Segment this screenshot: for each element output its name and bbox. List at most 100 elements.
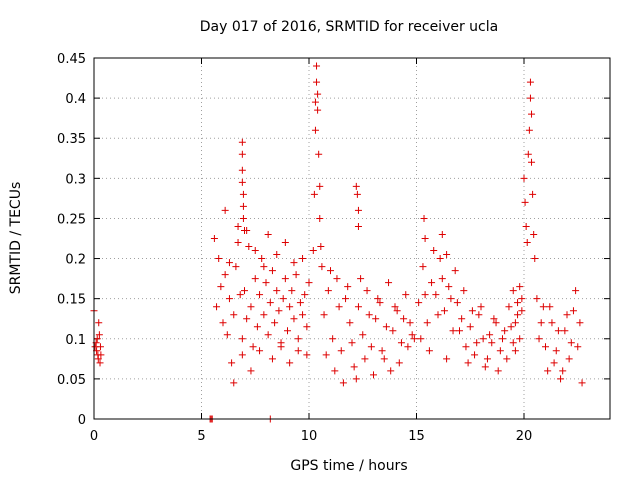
x-tick-label: 0 [90,429,98,444]
data-point [428,279,436,287]
data-point [337,347,345,355]
data-point [486,331,494,339]
data-point [314,90,322,98]
data-point [528,110,536,118]
data-point [225,259,233,267]
data-point [438,275,446,283]
data-point [294,335,302,343]
data-point [286,303,294,311]
data-point [557,375,565,383]
data-point [530,230,538,238]
data-point [511,347,519,355]
y-tick-label: 0.4 [65,92,86,107]
data-point [537,319,545,327]
data-point [221,271,229,279]
data-point [279,295,287,303]
y-tick-label: 0.1 [65,333,86,348]
data-point [479,335,487,343]
data-point [406,319,414,327]
data-point [417,335,425,343]
data-point [232,263,240,271]
data-point [520,174,528,182]
data-point [567,339,575,347]
data-point [402,291,410,299]
y-tick-label: 0.3 [65,172,86,187]
data-point [239,214,247,222]
data-point [440,307,448,315]
data-point [294,347,302,355]
data-point [420,214,428,222]
data-point [239,202,247,210]
data-point [256,291,264,299]
data-point [95,331,103,339]
data-point [528,158,536,166]
data-point [524,150,532,158]
data-point [421,235,429,242]
data-point [505,303,513,311]
data-point [389,327,397,335]
data-point [410,335,418,343]
data-point [544,367,552,375]
data-point [492,319,500,327]
data-point [228,359,236,367]
data-point [311,98,319,106]
data-point [311,126,319,134]
data-point [574,343,582,351]
data-point [290,315,298,323]
data-point [514,311,522,319]
data-point [471,351,479,359]
data-point [335,303,343,311]
data-point [494,367,502,375]
data-point [96,359,104,367]
x-tick-label: 10 [301,429,318,444]
data-point [374,295,382,303]
data-point [327,267,334,275]
data-point [268,267,276,275]
data-point [370,371,377,379]
data-point [363,287,371,295]
data-point [483,355,491,363]
data-point [264,331,272,339]
data-point [354,303,362,311]
data-point [299,255,307,263]
data-point [273,287,281,295]
data-point [456,327,463,335]
data-point [251,275,259,283]
data-point [317,243,325,251]
data-point [281,275,289,283]
data-point [376,299,384,307]
x-tick-label: 5 [197,429,205,444]
data-point [393,307,401,315]
data-point [96,343,104,351]
data-point [299,311,307,319]
data-point [563,311,571,319]
data-point [539,303,547,311]
data-point [284,327,291,335]
data-point [425,347,433,355]
data-point [565,355,573,363]
data-point [526,78,534,86]
data-point [301,291,309,299]
data-point [253,323,261,331]
data-point [352,182,360,190]
data-point [316,182,324,190]
data-point [241,287,248,295]
data-point [350,363,358,371]
data-point [552,347,560,355]
data-point [339,379,347,387]
data-point [230,379,238,387]
data-point [238,178,246,186]
data-point [234,239,242,247]
data-point [468,307,476,315]
data-point [529,190,537,198]
data-point [526,94,534,102]
data-point [219,319,227,327]
data-point [210,235,218,242]
y-tick-label: 0 [78,413,86,428]
data-point [421,291,429,299]
data-point [481,363,489,371]
data-point [430,247,438,255]
data-point [245,243,253,251]
data-point [94,355,102,363]
